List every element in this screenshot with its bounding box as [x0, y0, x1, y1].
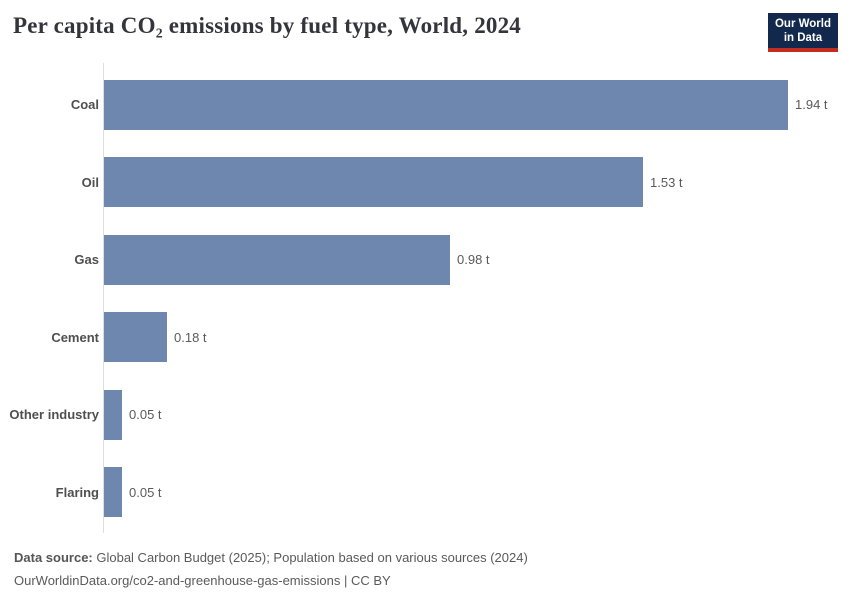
category-label-flaring: Flaring	[55, 484, 99, 500]
bar-row-cement: Cement 0.18 t	[0, 299, 850, 377]
bar-chart-area: Coal 1.94 t Oil 1.53 t Gas 0.98 t Cement 0.18 t…	[0, 66, 850, 531]
bar-other-industry[interactable]	[104, 389, 122, 440]
data-source-label: Data source:	[14, 550, 93, 565]
bar-row-coal: Coal 1.94 t	[0, 66, 850, 144]
url-license-line: OurWorldinData.org/co2-and-greenhouse-ga…	[14, 573, 391, 588]
value-label-flaring: 0.05 t	[129, 484, 162, 500]
data-source-line: Data source: Global Carbon Budget (2025)…	[14, 546, 834, 569]
owid-logo-line1: Our World	[774, 18, 831, 30]
owid-logo-line2: in Data	[783, 31, 823, 44]
category-label-other-industry: Other industry	[9, 407, 99, 423]
bar-row-gas: Gas 0.98 t	[0, 221, 850, 299]
category-label-gas: Gas	[74, 252, 99, 268]
value-label-other-industry: 0.05 t	[129, 407, 162, 423]
bar-row-oil: Oil 1.53 t	[0, 144, 850, 222]
owid-logo[interactable]: Our World in Data	[767, 13, 838, 52]
bar-gas[interactable]	[104, 234, 450, 285]
bar-row-other-industry: Other industry 0.05 t	[0, 376, 850, 454]
bar-oil[interactable]	[104, 157, 643, 208]
data-source-text: Global Carbon Budget (2025); Population …	[92, 550, 528, 565]
bar-flaring[interactable]	[104, 467, 122, 518]
value-label-oil: 1.53 t	[650, 174, 683, 190]
category-label-cement: Cement	[51, 329, 99, 345]
category-label-coal: Coal	[70, 97, 99, 113]
value-label-gas: 0.98 t	[457, 252, 490, 268]
category-label-oil: Oil	[81, 174, 99, 190]
chart-title: Per capita CO₂ emissions by fuel type, W…	[13, 13, 521, 38]
bar-cement[interactable]	[104, 312, 167, 363]
bar-row-flaring: Flaring 0.05 t	[0, 454, 850, 532]
value-label-cement: 0.18 t	[174, 329, 207, 345]
bar-coal[interactable]	[104, 79, 788, 130]
y-axis-line	[103, 63, 104, 533]
value-label-coal: 1.94 t	[795, 97, 828, 113]
chart-footer: Data source: Global Carbon Budget (2025)…	[14, 546, 834, 592]
